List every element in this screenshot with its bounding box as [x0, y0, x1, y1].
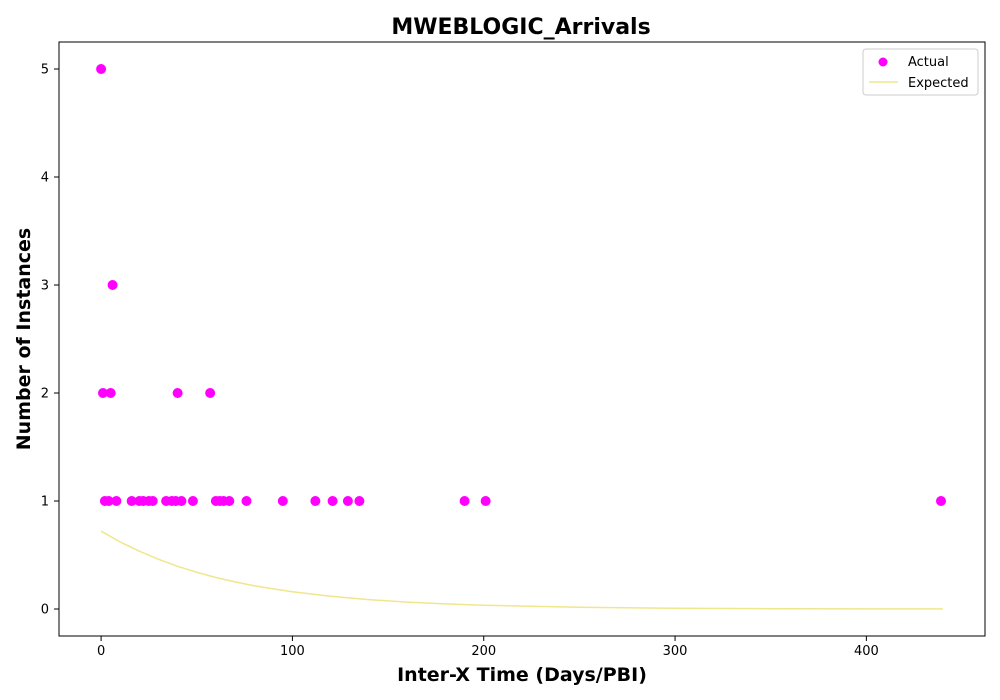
- x-tick-label: 400: [854, 644, 879, 659]
- actual-point: [480, 496, 491, 506]
- actual-point: [277, 496, 288, 506]
- legend-actual-marker: [878, 57, 888, 67]
- x-tick-label: 100: [280, 644, 305, 659]
- actual-point: [147, 496, 158, 506]
- legend: Actual Expected: [862, 48, 979, 96]
- x-tick-label: 200: [471, 644, 496, 659]
- actual-point: [111, 496, 122, 506]
- x-axis: 0 100 200 300 400: [97, 636, 879, 659]
- actual-point: [105, 388, 116, 398]
- actual-point: [107, 280, 118, 290]
- y-tick-label: 2: [41, 387, 49, 402]
- y-axis-label: Number of Instances: [13, 228, 35, 450]
- actual-point: [342, 496, 353, 506]
- actual-point: [935, 496, 946, 506]
- legend-expected-label: Expected: [908, 76, 969, 91]
- actual-point: [205, 388, 216, 398]
- actual-point: [241, 496, 252, 506]
- y-tick-label: 0: [41, 603, 49, 618]
- series-layer: [96, 64, 946, 610]
- x-tick-label: 300: [663, 644, 688, 659]
- actual-point: [98, 388, 109, 398]
- y-tick-label: 5: [41, 63, 49, 78]
- actual-point: [126, 496, 137, 506]
- actual-point: [103, 496, 114, 506]
- x-tick-label: 0: [97, 644, 105, 659]
- actual-point: [176, 496, 187, 506]
- y-tick-label: 4: [41, 171, 49, 186]
- actual-point: [187, 496, 198, 506]
- actual-point: [354, 496, 365, 506]
- actual-point: [172, 388, 183, 398]
- actual-point: [96, 64, 107, 74]
- expected-line: [100, 530, 943, 610]
- actual-point: [459, 496, 470, 506]
- x-axis-label: Inter-X Time (Days/PBI): [397, 664, 647, 686]
- actual-point: [327, 496, 338, 506]
- chart-title: MWEBLOGIC_Arrivals: [391, 15, 650, 40]
- y-tick-label: 1: [41, 495, 49, 510]
- legend-actual-label: Actual: [908, 55, 949, 70]
- actual-point: [224, 496, 235, 506]
- y-tick-label: 3: [41, 279, 49, 294]
- plot-area: [58, 41, 986, 637]
- y-axis: 0 1 2 3 4 5: [41, 63, 59, 618]
- actual-point: [310, 496, 321, 506]
- legend-frame: [862, 48, 979, 96]
